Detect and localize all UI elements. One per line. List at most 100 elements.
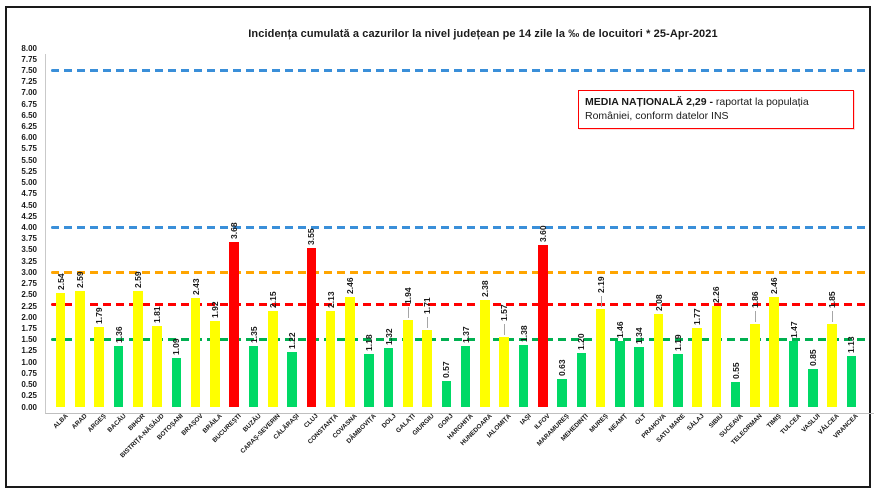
bar-value-label: 1.20 bbox=[576, 333, 587, 351]
reference-line-threshold-1-50 bbox=[51, 338, 867, 342]
reference-line-threshold-4-00 bbox=[51, 226, 867, 229]
bar-value-label: 1.92 bbox=[209, 301, 220, 318]
bar-value-label: 2.38 bbox=[479, 280, 490, 298]
chart-title: Incidența cumulată a cazurilor la nivel … bbox=[248, 28, 718, 40]
bar-brăila bbox=[210, 320, 220, 407]
y-axis-tick-label: 0.25 bbox=[21, 391, 37, 401]
national-average-note: raportat la populația României, conform … bbox=[585, 96, 809, 122]
bar-arad bbox=[75, 290, 85, 407]
y-axis-tick-label: 2.50 bbox=[21, 290, 37, 300]
y-axis-tick-label: 1.00 bbox=[21, 357, 37, 367]
bar-value-label: 2.59 bbox=[74, 271, 85, 288]
y-axis-tick-label: 2.75 bbox=[21, 279, 37, 289]
y-axis-tick-label: 2.25 bbox=[21, 301, 37, 311]
bar-alba bbox=[55, 293, 66, 407]
bar-covasna bbox=[345, 296, 355, 407]
y-axis-tick-label: 6.75 bbox=[21, 99, 37, 109]
y-axis-tick-label: 1.25 bbox=[21, 346, 37, 356]
bar-vrancea bbox=[846, 356, 857, 407]
bar-value-label: 0.85 bbox=[807, 349, 818, 366]
bar-tulcea bbox=[788, 341, 799, 407]
bar-bucurești bbox=[229, 241, 239, 407]
bar-vâlcea bbox=[827, 323, 837, 407]
y-axis-tick-label: 0.50 bbox=[21, 380, 37, 390]
bar-value-label: 1.86 bbox=[749, 290, 760, 308]
bar-value-label: 1.47 bbox=[788, 321, 799, 339]
bar-value-label: 1.37 bbox=[460, 325, 471, 343]
y-axis-tick-label: 0.75 bbox=[21, 368, 37, 378]
bar-suceava bbox=[730, 382, 741, 407]
plot-area bbox=[45, 54, 874, 414]
bar-hunedoara bbox=[480, 300, 490, 407]
bar-sibiu bbox=[711, 305, 722, 407]
bar-value-label: 1.71 bbox=[422, 297, 433, 315]
bar-value-label: 1.18 bbox=[364, 334, 375, 352]
bar-neamț bbox=[615, 341, 625, 407]
bar-dolj bbox=[383, 347, 394, 407]
bar-călărași bbox=[287, 352, 297, 407]
bar-value-label: 2.46 bbox=[769, 277, 780, 294]
bar-galați bbox=[403, 319, 413, 407]
value-label-leader-line bbox=[504, 323, 506, 335]
bar-value-label: 1.94 bbox=[402, 287, 413, 304]
bar-argeș bbox=[94, 326, 104, 407]
bar-value-label: 2.46 bbox=[344, 277, 355, 294]
bar-value-label: 1.57 bbox=[499, 303, 510, 321]
bar-value-label: 1.36 bbox=[113, 326, 124, 343]
bar-bihor bbox=[133, 290, 143, 407]
bar-olt bbox=[634, 346, 644, 407]
bar-value-label: 2.19 bbox=[595, 276, 606, 293]
bar-mureș bbox=[595, 308, 606, 407]
y-axis-tick-label: 4.75 bbox=[21, 189, 37, 199]
bar-value-label: 3.60 bbox=[537, 225, 548, 243]
y-axis-tick-label: 1.50 bbox=[21, 335, 37, 345]
y-axis-tick-label: 1.75 bbox=[21, 323, 37, 333]
bar-value-label: 2.13 bbox=[325, 291, 336, 309]
bar-value-label: 1.38 bbox=[518, 325, 529, 343]
bar-dâmbovița bbox=[364, 354, 374, 407]
bar-value-label: 1.81 bbox=[152, 306, 163, 323]
reference-line-threshold-3-00 bbox=[51, 270, 867, 274]
bar-cluj bbox=[306, 247, 317, 407]
bar-timiș bbox=[769, 296, 779, 407]
bar-value-label: 1.77 bbox=[692, 308, 703, 325]
bar-value-label: 1.22 bbox=[287, 332, 298, 350]
bar-value-label: 2.54 bbox=[55, 273, 66, 291]
bar-value-label: 1.46 bbox=[614, 321, 625, 339]
bar-gorj bbox=[441, 381, 452, 407]
bar-buzău bbox=[248, 346, 259, 407]
bar-value-label: 2.59 bbox=[132, 271, 143, 288]
reference-line-national-average-2-29 bbox=[51, 302, 867, 306]
bar-value-label: 1.85 bbox=[827, 291, 838, 308]
y-axis-tick-label: 4.00 bbox=[21, 223, 37, 232]
value-label-leader-line bbox=[600, 295, 602, 307]
y-axis-tick-label: 7.25 bbox=[21, 77, 37, 87]
bar-value-label: 1.19 bbox=[672, 334, 683, 351]
bar-prahova bbox=[653, 313, 664, 407]
bar-harghita bbox=[460, 345, 471, 407]
value-label-leader-line bbox=[407, 306, 409, 318]
y-axis-tick-label: 7.00 bbox=[21, 88, 37, 98]
bar-value-label: 2.26 bbox=[711, 286, 722, 303]
bar-value-label: 3.68 bbox=[229, 222, 240, 239]
bar-ialomița bbox=[499, 336, 509, 407]
bar-value-label: 1.09 bbox=[171, 338, 182, 356]
bar-teleorman bbox=[750, 323, 760, 407]
bar-value-label: 3.55 bbox=[306, 228, 317, 245]
y-axis-tick-label: 5.00 bbox=[21, 178, 37, 188]
bar-maramureș bbox=[557, 378, 567, 407]
bar-satu mare bbox=[673, 353, 683, 407]
bar-iași bbox=[518, 345, 529, 407]
y-axis-tick-label: 0.00 bbox=[21, 402, 37, 412]
value-label-leader-line bbox=[427, 317, 429, 329]
bar-value-label: 2.08 bbox=[653, 294, 664, 311]
national-average-annotation: MEDIA NAȚIONALĂ 2,29 - raportat la popul… bbox=[578, 90, 854, 129]
bar-value-label: 1.79 bbox=[94, 307, 105, 324]
y-axis-tick-label: 8.00 bbox=[21, 43, 37, 53]
y-axis-tick-label: 7.50 bbox=[21, 65, 37, 75]
bar-ilfov bbox=[538, 245, 548, 407]
y-axis-tick-label: 5.25 bbox=[21, 166, 37, 176]
y-axis-tick-label: 2.00 bbox=[21, 312, 37, 322]
y-axis-tick-label: 3.25 bbox=[21, 256, 37, 266]
y-axis-tick-label: 6.25 bbox=[21, 122, 37, 132]
